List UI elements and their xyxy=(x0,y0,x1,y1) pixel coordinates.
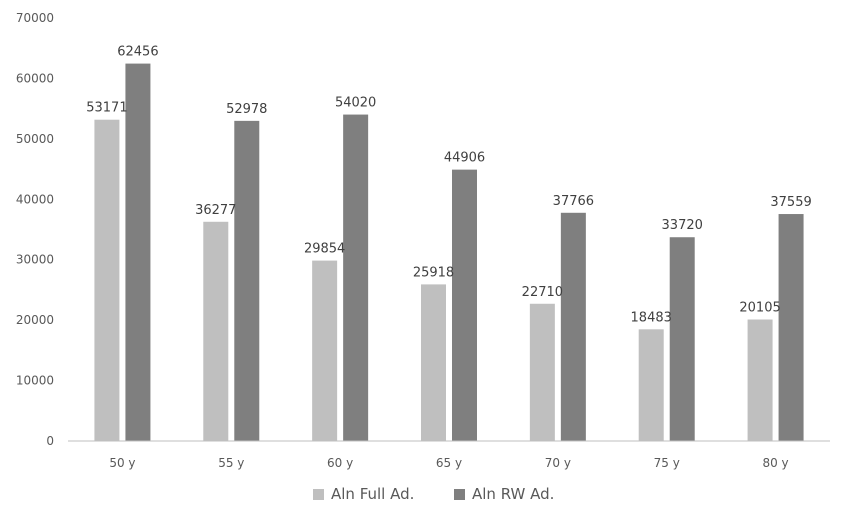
bar xyxy=(560,212,586,441)
data-label: 62456 xyxy=(117,45,158,60)
data-label: 37766 xyxy=(553,194,594,209)
x-axis: 50 y 55 y 60 y 65 y 70 y 75 y 80 y xyxy=(109,456,788,470)
legend-swatch xyxy=(313,489,324,500)
data-label: 18483 xyxy=(631,310,672,325)
legend-swatch xyxy=(454,489,465,500)
y-tick-label: 40000 xyxy=(16,192,54,206)
legend-label: Aln RW Ad. xyxy=(472,485,554,503)
bar xyxy=(234,120,260,441)
bar xyxy=(94,119,120,441)
y-axis: 0 10000 20000 30000 40000 50000 60000 70000 xyxy=(16,11,54,448)
legend-label: Aln Full Ad. xyxy=(331,485,414,503)
x-tick-label: 75 y xyxy=(654,456,680,470)
x-tick-label: 65 y xyxy=(436,456,462,470)
y-tick-label: 20000 xyxy=(16,313,54,327)
bars xyxy=(94,63,804,442)
data-label: 20105 xyxy=(739,301,780,316)
y-tick-label: 70000 xyxy=(16,11,54,25)
data-label: 33720 xyxy=(662,218,703,233)
bar xyxy=(421,284,446,441)
y-tick-label: 50000 xyxy=(16,132,54,146)
y-tick-label: 0 xyxy=(46,434,54,448)
bar xyxy=(203,221,229,441)
data-label: 36277 xyxy=(195,203,236,218)
bar xyxy=(529,303,555,441)
data-label: 25918 xyxy=(413,265,454,280)
x-tick-label: 80 y xyxy=(762,456,788,470)
bar xyxy=(312,260,338,441)
y-tick-label: 10000 xyxy=(16,374,54,388)
data-label: 44906 xyxy=(444,151,485,166)
bar xyxy=(343,114,369,442)
bar xyxy=(747,319,773,441)
bar xyxy=(638,329,664,441)
bar xyxy=(778,214,804,441)
data-label: 37559 xyxy=(770,195,811,210)
bar xyxy=(669,237,695,441)
bar xyxy=(125,63,151,442)
y-tick-label: 60000 xyxy=(16,71,54,85)
data-label: 52978 xyxy=(226,102,267,117)
data-label: 22710 xyxy=(522,285,563,300)
x-tick-label: 50 y xyxy=(109,456,135,470)
data-label: 29854 xyxy=(304,242,345,257)
bar xyxy=(452,169,477,441)
data-label: 54020 xyxy=(335,96,376,111)
legend: Aln Full Ad. Aln RW Ad. xyxy=(313,485,554,503)
data-labels: 53171 62456 36277 52978 29854 54020 25918 44906… xyxy=(86,45,812,326)
x-tick-label: 55 y xyxy=(218,456,244,470)
x-tick-label: 70 y xyxy=(545,456,571,470)
data-label: 53171 xyxy=(86,101,127,116)
x-tick-label: 60 y xyxy=(327,456,353,470)
y-tick-label: 30000 xyxy=(16,253,54,267)
